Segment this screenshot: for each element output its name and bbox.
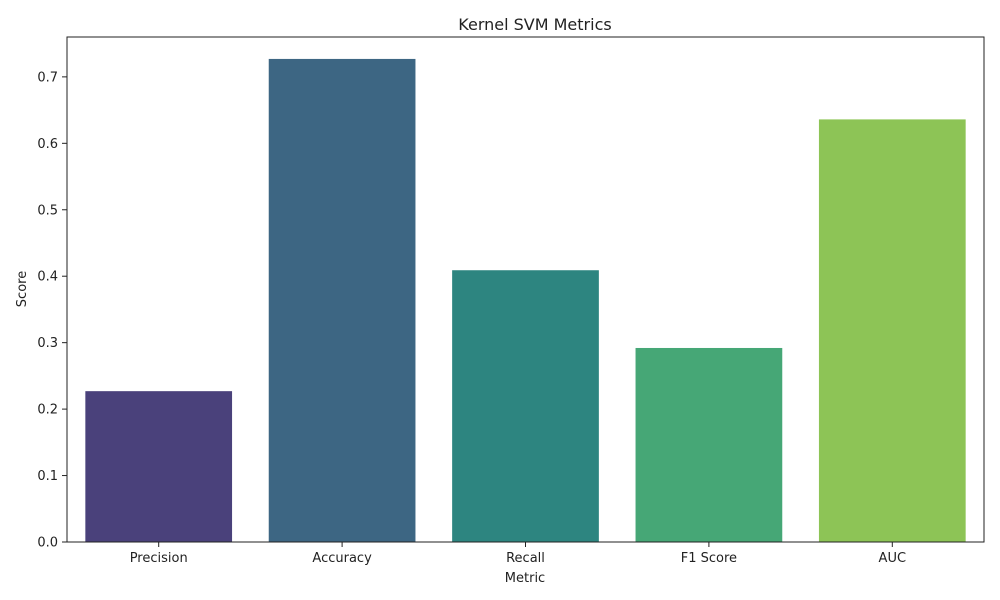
y-tick-label: 0.7 bbox=[37, 70, 58, 85]
y-tick-label: 0.3 bbox=[37, 336, 58, 351]
x-tick-label: AUC bbox=[879, 551, 907, 566]
y-tick-label: 0.2 bbox=[37, 403, 58, 418]
x-tick-label: Recall bbox=[506, 551, 545, 566]
bar-recall bbox=[452, 270, 599, 542]
bar-f1-score bbox=[635, 347, 783, 542]
y-tick-label: 0.6 bbox=[37, 137, 58, 152]
chart-title: Kernel SVM Metrics bbox=[458, 15, 611, 34]
y-tick-label: 0.1 bbox=[37, 469, 58, 484]
y-tick-label: 0.5 bbox=[37, 203, 58, 218]
x-tick-label: F1 Score bbox=[681, 551, 737, 566]
plot-area: 0.0 0.1 0.2 0.3 0.4 0.5 0.6 0.7 Precision Accurac… bbox=[37, 36, 985, 566]
plot-frame bbox=[66, 36, 985, 543]
x-tick-label: Precision bbox=[130, 551, 188, 566]
bar-accuracy bbox=[268, 58, 416, 542]
y-axis-title: Score bbox=[15, 271, 30, 307]
x-tick-label: Accuracy bbox=[312, 551, 372, 566]
y-tick-label: 0.0 bbox=[37, 536, 58, 551]
bar-precision bbox=[85, 391, 233, 542]
bar-auc bbox=[818, 119, 966, 542]
x-axis-title: Metric bbox=[505, 571, 545, 586]
y-tick-label: 0.4 bbox=[37, 270, 58, 285]
